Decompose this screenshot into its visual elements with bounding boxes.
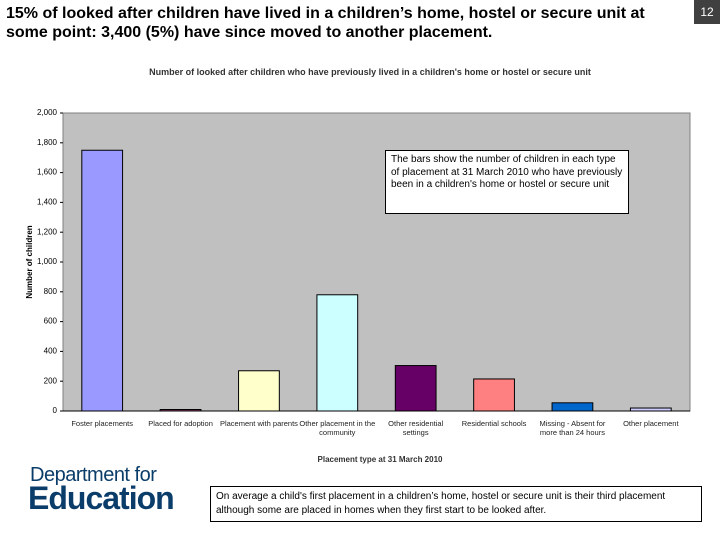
- y-tick-label: 0: [53, 406, 58, 415]
- bar: [238, 370, 280, 412]
- x-tick-label: Foster placements: [71, 419, 134, 428]
- y-tick-label: 1,800: [37, 138, 58, 147]
- y-tick-label: 1,600: [37, 168, 58, 177]
- y-axis-label: Number of children: [25, 225, 34, 298]
- footnote: On average a child's first placement in …: [210, 486, 702, 522]
- logo-line1: Department for: [30, 464, 157, 486]
- y-tick-label: 600: [44, 317, 58, 326]
- bar: [473, 378, 515, 412]
- x-tick-label: Missing - Absent for more than 24 hours: [539, 419, 606, 437]
- y-tick-label: 800: [44, 287, 58, 296]
- x-axis-label: Placement type at 31 March 2010: [317, 455, 443, 464]
- y-tick-label: 200: [44, 376, 58, 385]
- slide-title: 15% of looked after children have lived …: [6, 5, 645, 41]
- chart-title: Number of looked after children who have…: [149, 67, 591, 77]
- y-tick-label: 1,000: [37, 257, 58, 266]
- y-tick-label: 1,200: [37, 227, 58, 236]
- annotation: The bars show the number of children in …: [385, 150, 629, 214]
- bar: [316, 294, 359, 412]
- x-tick-label: Other residential settings: [388, 419, 444, 437]
- page-number: 12: [694, 0, 720, 24]
- bar: [394, 365, 437, 412]
- bar: [551, 402, 594, 412]
- x-tick-label: Other placement in the community: [299, 419, 376, 437]
- x-tick-label: Other placement: [623, 419, 679, 428]
- x-tick-label: Placed for adoption: [148, 419, 213, 428]
- x-tick-label: Placement with parents: [219, 419, 298, 428]
- x-tick-label: Residential schools: [461, 419, 527, 428]
- y-tick-label: 1,400: [37, 198, 58, 207]
- logo-line2: Education: [28, 480, 175, 516]
- y-tick-label: 400: [44, 347, 58, 356]
- y-tick-label: 2,000: [37, 108, 58, 117]
- bar: [81, 149, 124, 412]
